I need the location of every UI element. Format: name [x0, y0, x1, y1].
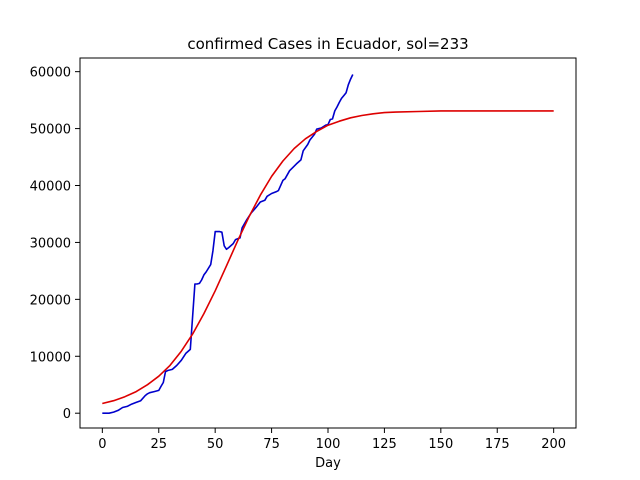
- x-tick-label: 200: [541, 437, 566, 452]
- y-tick-label: 20000: [30, 293, 71, 308]
- plot-area: [102, 74, 554, 415]
- y-axis-ticks: 0 10000 20000 30000 40000 50000 60000: [30, 66, 80, 422]
- confirmed-cases-line: [102, 74, 354, 415]
- y-tick-label: 10000: [30, 350, 71, 365]
- fitted-curve-line: [102, 110, 554, 405]
- y-tick-label: 0: [63, 407, 71, 422]
- x-tick-label: 175: [485, 437, 510, 452]
- x-tick-label: 0: [98, 437, 106, 452]
- chart-title: confirmed Cases in Ecuador, sol=233: [187, 35, 468, 53]
- y-tick-label: 30000: [30, 236, 71, 251]
- plot-frame: [79, 57, 577, 429]
- x-axis-title: Day: [315, 456, 341, 471]
- y-tick-label: 40000: [30, 180, 71, 195]
- x-tick-label: 75: [263, 437, 280, 452]
- x-tick-label: 150: [428, 437, 453, 452]
- x-axis-ticks: 0 25 50 75 100 125 150 175 200: [98, 428, 566, 452]
- x-tick-label: 50: [207, 437, 224, 452]
- y-tick-label: 50000: [30, 123, 71, 138]
- y-tick-label: 60000: [30, 66, 71, 81]
- x-tick-label: 125: [372, 437, 397, 452]
- x-tick-label: 25: [150, 437, 167, 452]
- x-tick-label: 100: [316, 437, 341, 452]
